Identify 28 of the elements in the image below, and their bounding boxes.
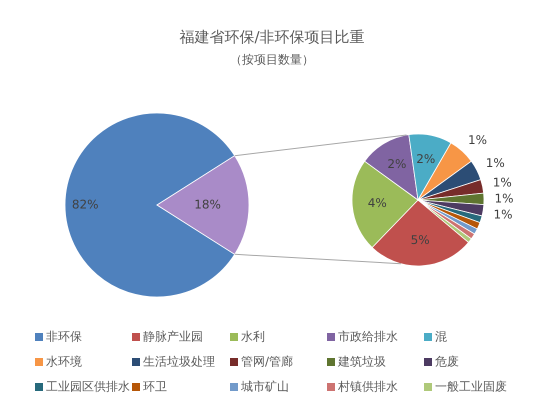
data-label: 1% [468,132,488,147]
legend-label: 管网/管廊 [241,354,294,368]
data-label: 82% [72,197,99,212]
legend-label: 水利 [241,329,265,344]
data-label: 1% [486,156,505,170]
data-label: 1% [492,176,512,190]
legend-label: 生活垃圾处理 [143,354,215,368]
chart-subtitle: （按项目数量） [230,52,314,66]
data-label: 1% [493,208,513,222]
data-label: 4% [368,196,387,210]
data-label: 18% [194,197,221,212]
legend-label: 一般工业固废 [435,379,507,394]
legend-label: 非环保 [46,329,82,344]
legend-label: 城市矿山 [240,379,289,394]
chart-title: 福建省环保/非环保项目比重 [179,28,365,46]
data-label: 2% [416,152,436,166]
legend-label: 工业园区供排水 [46,379,130,394]
legend-label: 环卫 [143,379,167,394]
data-label: 5% [410,233,430,248]
legend-label: 水环境 [46,354,82,368]
legend-label: 村镇供排水 [337,379,398,394]
legend-label: 静脉产业园 [143,329,203,344]
legend-label: 危废 [435,354,459,368]
legend-label: 市政给排水 [338,329,398,344]
legend-label: 建筑垃圾 [337,354,386,368]
data-label: 1% [494,192,514,206]
legend-label: 混 [435,329,447,344]
data-label: 2% [387,157,406,172]
